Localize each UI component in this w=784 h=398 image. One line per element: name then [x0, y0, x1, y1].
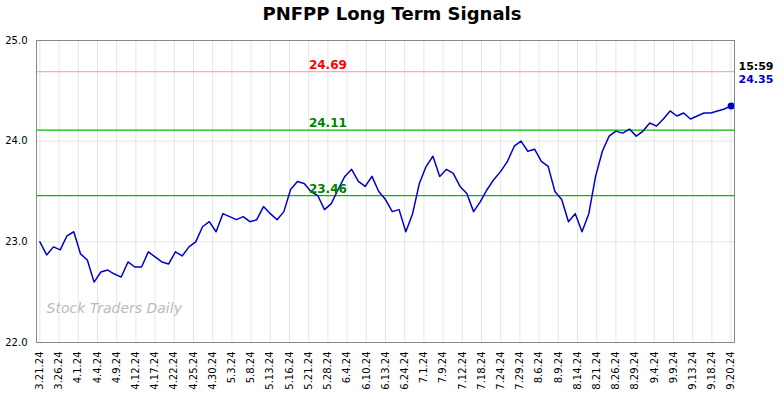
svg-text:8.6.24: 8.6.24 — [533, 352, 544, 384]
svg-text:23.46: 23.46 — [309, 182, 347, 196]
svg-text:9.20.24: 9.20.24 — [725, 352, 736, 390]
html-text:PNFPP Long Term Signals: PNFPP Long Term Signals — [262, 3, 522, 24]
svg-text:9.4.24: 9.4.24 — [649, 352, 660, 384]
svg-text:5.28.24: 5.28.24 — [322, 352, 333, 390]
svg-text:3.26.24: 3.26.24 — [53, 352, 64, 390]
svg-text:15:59: 15:59 — [739, 60, 774, 73]
svg-text:24.11: 24.11 — [309, 116, 347, 130]
svg-text:7.29.24: 7.29.24 — [514, 352, 525, 390]
svg-text:6.10.24: 6.10.24 — [360, 352, 371, 390]
svg-text:5.21.24: 5.21.24 — [303, 352, 314, 390]
svg-text:24.69: 24.69 — [309, 58, 347, 72]
svg-text:5.3.24: 5.3.24 — [226, 352, 237, 384]
svg-text:8.9.24: 8.9.24 — [553, 352, 564, 384]
svg-text:Stock Traders Daily: Stock Traders Daily — [47, 300, 183, 316]
svg-text:24.0: 24.0 — [5, 135, 27, 146]
svg-text:22.0: 22.0 — [5, 337, 27, 348]
svg-text:8.29.24: 8.29.24 — [629, 352, 640, 390]
svg-text:7.24.24: 7.24.24 — [495, 352, 506, 390]
svg-text:8.21.24: 8.21.24 — [591, 352, 602, 390]
svg-text:5.8.24: 5.8.24 — [245, 352, 256, 384]
svg-text:3.21.24: 3.21.24 — [34, 352, 45, 390]
svg-text:6.24.24: 6.24.24 — [399, 352, 410, 390]
svg-text:5.16.24: 5.16.24 — [284, 352, 295, 390]
svg-text:4.9.24: 4.9.24 — [111, 352, 122, 384]
svg-text:5.13.24: 5.13.24 — [264, 352, 275, 390]
svg-text:7.12.24: 7.12.24 — [457, 352, 468, 390]
svg-text:25.0: 25.0 — [5, 35, 27, 46]
svg-text:9.13.24: 9.13.24 — [687, 352, 698, 390]
svg-text:6.4.24: 6.4.24 — [341, 352, 352, 384]
svg-text:7.1.24: 7.1.24 — [418, 352, 429, 384]
svg-text:6.13.24: 6.13.24 — [380, 352, 391, 390]
svg-text:9.9.24: 9.9.24 — [668, 352, 679, 384]
svg-text:4.12.24: 4.12.24 — [130, 352, 141, 390]
svg-text:7.9.24: 7.9.24 — [437, 352, 448, 384]
svg-text:8.14.24: 8.14.24 — [572, 352, 583, 390]
svg-text:4.17.24: 4.17.24 — [149, 352, 160, 390]
svg-text:24.35: 24.35 — [739, 73, 774, 86]
svg-text:4.25.24: 4.25.24 — [188, 352, 199, 390]
svg-text:9.18.24: 9.18.24 — [706, 352, 717, 390]
svg-text:7.18.24: 7.18.24 — [476, 352, 487, 390]
svg-text:4.1.24: 4.1.24 — [72, 352, 83, 384]
svg-text:8.26.24: 8.26.24 — [610, 352, 621, 390]
svg-text:4.4.24: 4.4.24 — [92, 352, 103, 384]
svg-text:23.0: 23.0 — [5, 236, 27, 247]
svg-text:4.22.24: 4.22.24 — [168, 352, 179, 390]
svg-text:4.30.24: 4.30.24 — [207, 352, 218, 390]
